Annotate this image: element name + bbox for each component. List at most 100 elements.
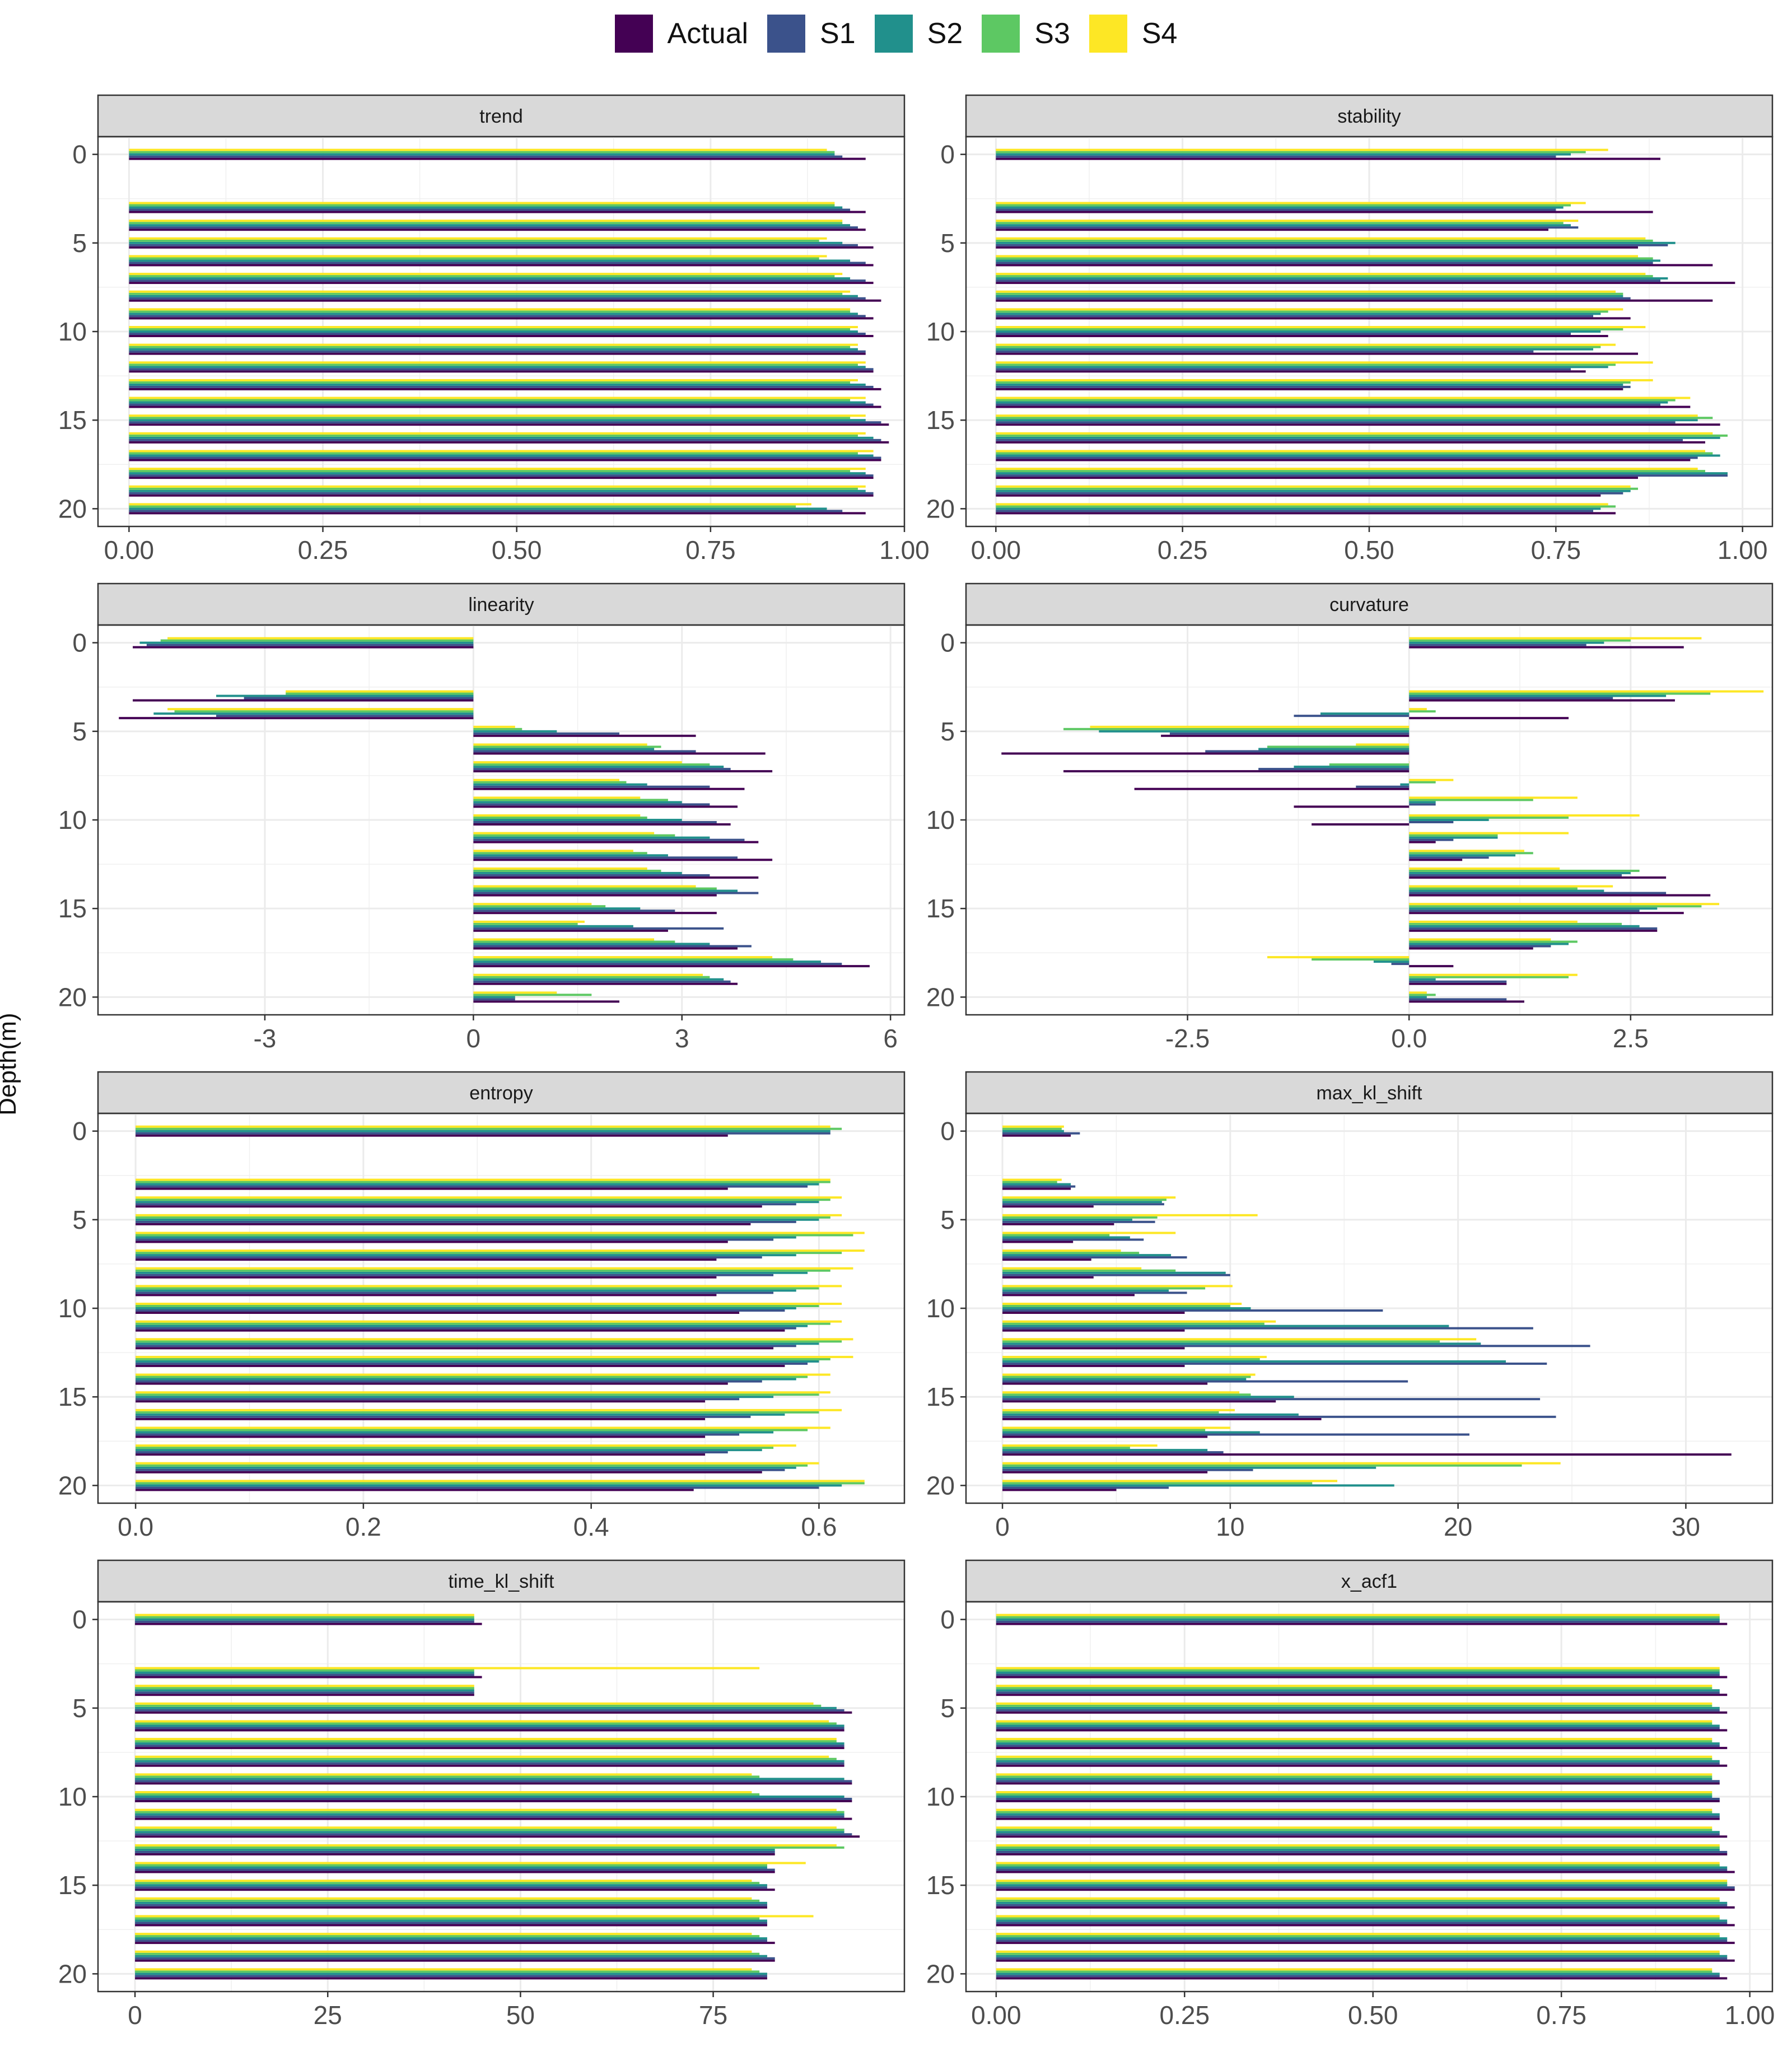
bar-s2 (1320, 712, 1410, 715)
bar-s3 (996, 1669, 1720, 1672)
bar-s1 (996, 368, 1571, 371)
bar-actual (1409, 982, 1507, 985)
bar-s2 (996, 259, 1660, 262)
bar-s2 (996, 1884, 1728, 1887)
bar-s4 (996, 1826, 1712, 1829)
bar-s2 (135, 1973, 767, 1975)
x-tick-label: 0.25 (298, 535, 348, 565)
bar-s2 (1409, 996, 1427, 999)
bar-s1 (1002, 1203, 1164, 1206)
bar-s1 (1169, 732, 1410, 735)
bar-s4 (473, 796, 641, 799)
bar-actual (473, 859, 773, 861)
bar-s2 (1002, 1325, 1449, 1327)
bar-s1 (473, 856, 738, 859)
bar-s4 (1002, 1338, 1477, 1341)
bar-s3 (1002, 1234, 1110, 1237)
bar-s4 (135, 1808, 837, 1811)
bar-s2 (996, 1901, 1728, 1904)
x-tick-label: 50 (506, 2001, 535, 2030)
bar-s4 (1002, 1178, 1062, 1181)
bar-s3 (1002, 1322, 1264, 1325)
bar-actual (1002, 1223, 1114, 1225)
bar-actual (129, 459, 881, 461)
bar-s4 (1409, 920, 1578, 923)
bar-s2 (996, 1760, 1720, 1762)
bar-actual (1002, 1294, 1135, 1297)
bar-s4 (129, 273, 843, 276)
y-tick-label: 20 (926, 982, 955, 1011)
bar-actual (129, 477, 874, 479)
bar-s4 (473, 903, 592, 906)
bar-s2 (129, 295, 858, 297)
bar-s3 (996, 1917, 1720, 1920)
bar-s1 (136, 1220, 796, 1223)
bar-s3 (473, 905, 606, 908)
bar-s1 (136, 1256, 762, 1259)
y-tick-label: 10 (926, 1294, 955, 1323)
bar-s2 (473, 748, 655, 750)
bar-s1 (1409, 874, 1622, 876)
bar-s2 (129, 436, 874, 439)
x-tick-label: 0.0 (1391, 1024, 1427, 1053)
bar-s4 (135, 1880, 752, 1882)
bar-s1 (1391, 963, 1410, 966)
x-tick-label: 0.00 (971, 2001, 1021, 2030)
bar-s4 (996, 220, 1579, 222)
bar-s1 (996, 1815, 1720, 1818)
bar-s1 (1409, 927, 1658, 930)
bar-s2 (129, 348, 858, 351)
x-tick-label: 1.00 (879, 535, 930, 565)
bar-s1 (136, 1238, 774, 1241)
bar-s3 (136, 1375, 808, 1378)
bar-s4 (136, 1320, 842, 1323)
bar-s3 (1002, 1252, 1140, 1255)
bar-actual (996, 370, 1586, 373)
bar-s4 (129, 237, 827, 240)
y-tick-label: 10 (58, 317, 87, 346)
bar-actual (1002, 1329, 1185, 1332)
bar-s3 (136, 1358, 830, 1360)
bar-actual (996, 317, 1631, 320)
bar-actual (136, 1329, 785, 1332)
x-tick-label: 20 (1444, 1512, 1472, 1541)
facet-panel-time-kl-shift: time_kl_shift 0 5 10 15 20 0 25 50 75 (58, 1559, 906, 2030)
bar-actual (1002, 1276, 1094, 1279)
bar-actual (135, 1622, 482, 1625)
bar-s1 (135, 1780, 852, 1783)
facet-title: max_kl_shift (1317, 1083, 1423, 1104)
bar-s1 (996, 510, 1593, 512)
bar-s2 (996, 1742, 1720, 1745)
x-tick-label: 0.50 (492, 535, 542, 565)
bar-s2 (129, 330, 858, 333)
bar-s3 (473, 976, 710, 978)
y-tick-label: 10 (926, 805, 955, 834)
bar-s1 (136, 1345, 796, 1347)
facet-strip (97, 1559, 906, 1603)
bar-s1 (135, 1620, 474, 1623)
bar-actual (473, 947, 738, 950)
bar-actual (136, 1435, 706, 1438)
bar-s1 (1002, 1132, 1080, 1135)
bar-s3 (1409, 852, 1533, 855)
bar-s4 (996, 255, 1638, 258)
bar-s1 (1356, 785, 1410, 788)
bar-actual (135, 1942, 775, 1945)
bar-s4 (996, 1968, 1712, 1971)
y-tick-label: 20 (926, 494, 955, 523)
bar-actual (996, 1906, 1735, 1909)
x-tick-label: -3 (253, 1024, 276, 1053)
bar-s1 (1002, 1327, 1533, 1330)
bar-s2 (1002, 1307, 1251, 1309)
bar-s3 (1409, 887, 1578, 890)
bar-s2 (1002, 1449, 1208, 1452)
bar-actual (129, 299, 881, 302)
bar-s4 (996, 1808, 1712, 1811)
bar-s4 (473, 885, 696, 888)
y-tick-label: 10 (58, 1294, 87, 1323)
bar-s1 (1002, 1256, 1187, 1259)
bar-s4 (473, 956, 773, 959)
y-tick-label: 0 (72, 1605, 87, 1634)
bar-actual (136, 1205, 762, 1208)
bar-actual (473, 876, 759, 879)
